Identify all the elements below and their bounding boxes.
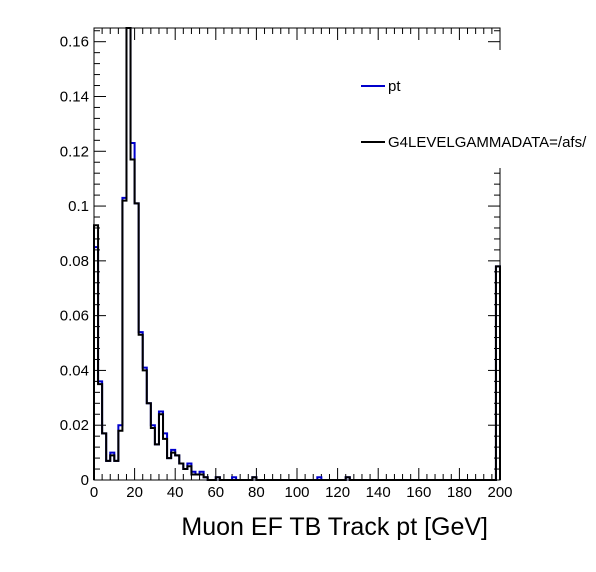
x-axis-title: Muon EF TB Track pt [GeV] [181, 513, 488, 541]
y-tick-label: 0.1 [68, 198, 89, 215]
x-tick-label: 60 [207, 484, 224, 501]
x-tick-label: 120 [325, 484, 350, 501]
y-tick-label: 0.04 [60, 362, 89, 379]
histogram-series [93, 27, 501, 481]
x-tick-label: 180 [447, 484, 472, 501]
legend-box [355, 50, 596, 168]
histogram-line-series-1 [93, 27, 501, 481]
x-tick-label: 160 [406, 484, 431, 501]
x-tick-label: 100 [284, 484, 309, 501]
axis-ticks: 0 20 40 60 80 100 120 140 160 180 200 0 0.02 0.04 0.06… [60, 28, 513, 501]
x-tick-label: 40 [167, 484, 184, 501]
y-tick-label: 0.06 [60, 308, 89, 325]
x-tick-label: 20 [126, 484, 143, 501]
x-tick-label: 200 [487, 484, 512, 501]
x-tick-label: 80 [248, 484, 265, 501]
x-tick-label: 0 [90, 484, 98, 501]
y-tick-label: 0.02 [60, 417, 89, 434]
y-tick-label: 0.16 [60, 34, 89, 51]
y-tick-label: 0.12 [60, 143, 89, 160]
y-tick-label: 0.08 [60, 253, 89, 270]
y-tick-label: 0.14 [60, 88, 89, 105]
legend-label-g4levelgammadata: G4LEVELGAMMADATA=/afs/ [388, 134, 587, 151]
legend-label-pt: pt [388, 78, 401, 95]
y-tick-label: 0 [81, 472, 89, 489]
x-tick-label: 140 [366, 484, 391, 501]
legend: pt G4LEVELGAMMADATA=/afs/ [355, 50, 596, 168]
